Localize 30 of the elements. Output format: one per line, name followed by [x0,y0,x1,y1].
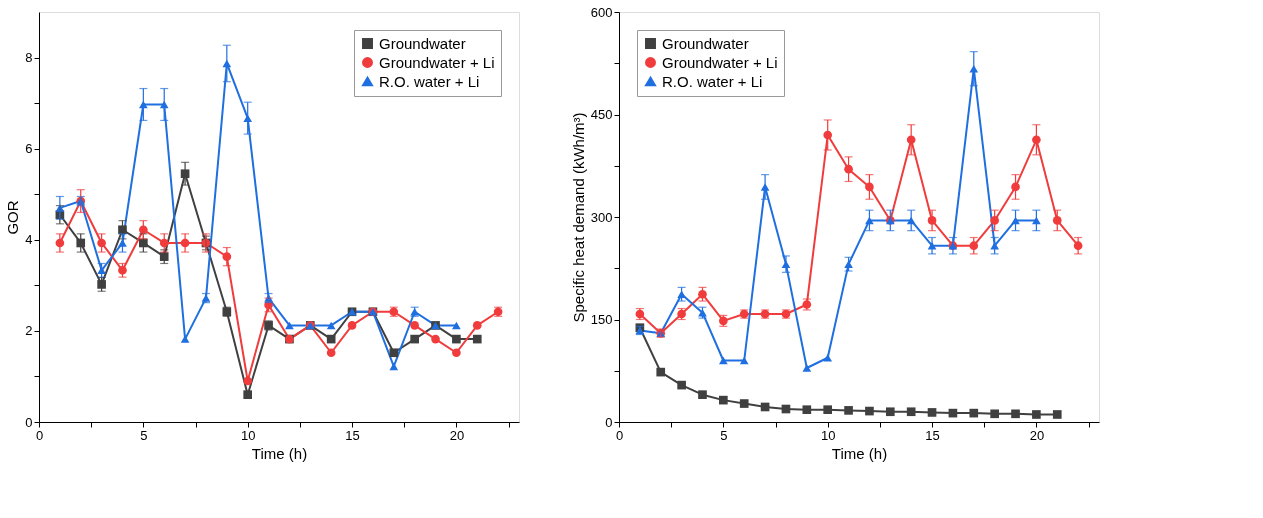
y-tick-label: 2 [25,323,33,339]
legend-label: Groundwater [379,34,466,52]
x-tick-label: 20 [1029,427,1045,443]
x-tick-label: 0 [35,427,44,443]
x-tick-label: 0 [615,427,624,443]
y-tick-label: 600 [590,4,613,20]
y-tick-label: 4 [25,232,33,248]
y-tick-label: 6 [25,141,33,157]
legend-label: Groundwater + Li [379,53,495,71]
y-tick-label: 300 [590,209,613,225]
x-tick-label: 10 [820,427,836,443]
x-axis-title: Time (h) [831,444,888,462]
y-axis-title: GOR [4,200,22,235]
x-tick-label: 5 [140,427,148,443]
x-axis-title: Time (h) [251,444,308,462]
y-tick-label: 0 [25,414,33,430]
x-tick-label: 10 [240,427,256,443]
y-tick-label: 8 [25,50,33,66]
y-axis-title: Specific heat demand (kWh/m³) [569,112,587,323]
legend-label: R.O. water + Li [662,72,763,90]
y-tick-label: 0 [605,414,613,430]
x-tick-label: 20 [449,427,465,443]
y-tick-label: 450 [590,107,613,122]
legend-label: Groundwater [662,34,749,52]
legend-label: Groundwater + Li [662,53,778,71]
x-tick-label: 5 [720,427,728,443]
y-tick-label: 150 [590,312,613,327]
legend-label: R.O. water + Li [379,72,480,90]
x-tick-label: 15 [345,427,360,443]
x-tick-label: 15 [925,427,940,443]
